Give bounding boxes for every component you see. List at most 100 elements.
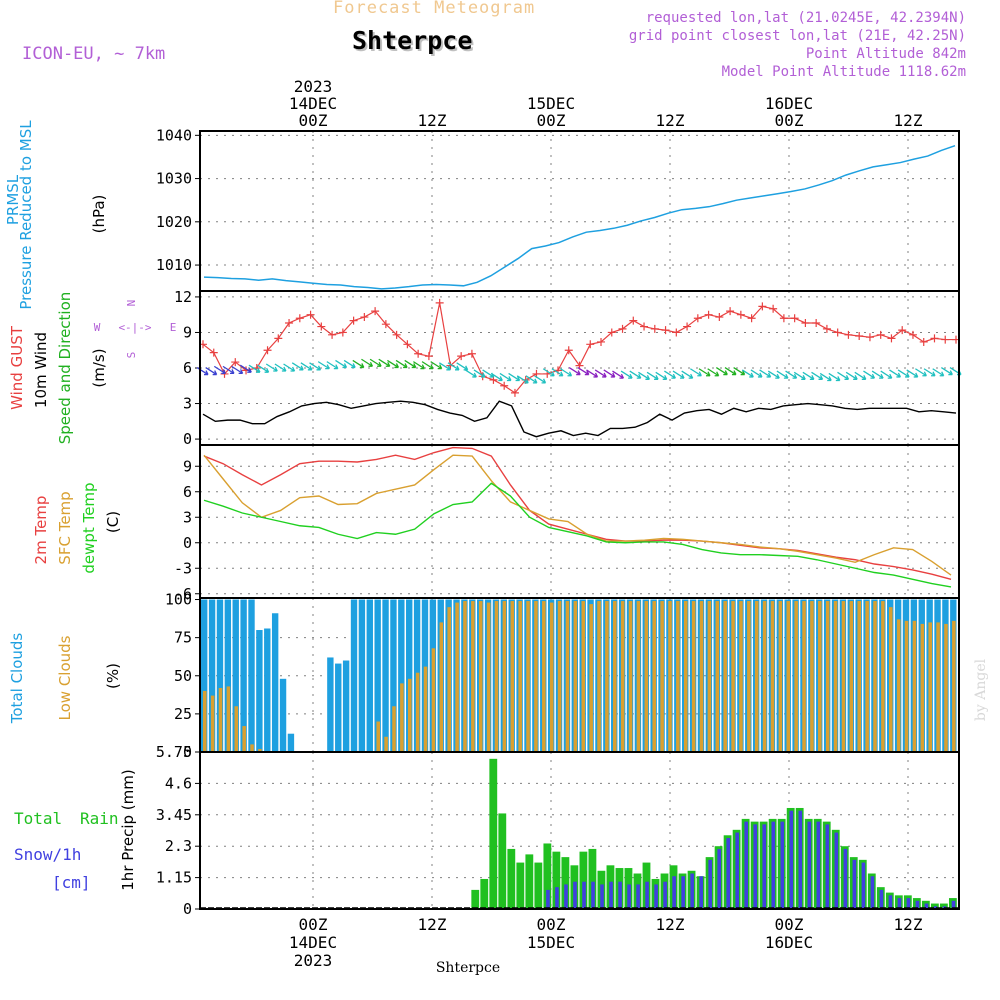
low-cloud-bar: [707, 601, 712, 752]
low-cloud-bar: [620, 601, 625, 752]
low-cloud-bar: [873, 601, 877, 752]
low-cloud-bar: [202, 691, 207, 752]
wind-direction-arrow: [664, 370, 676, 379]
low-cloud-bar: [526, 601, 530, 752]
gust-marker: [919, 337, 928, 346]
y-tick-label: 9: [183, 323, 192, 341]
snow-bar: [780, 821, 785, 909]
low-cloud-bar: [494, 601, 499, 752]
panel-frame-temp: [199, 444, 960, 599]
bottom-time-label: 12Z: [894, 915, 923, 934]
clouds-unit-label: (%): [104, 663, 122, 689]
pressure-axis-label: PRMSL: [4, 174, 22, 225]
gust-marker: [510, 388, 519, 397]
wind-direction-arrow: [577, 367, 590, 376]
y-tick-label: -6: [174, 585, 192, 603]
compass-west: W: [94, 321, 101, 334]
gust-marker: [381, 320, 390, 329]
temp-dewpoint-axis-label: dewpt Temp: [80, 482, 98, 573]
low-cloud-bar: [242, 726, 246, 752]
low-cloud-bar: [226, 686, 231, 752]
point-altitude: Point Altitude 842m: [805, 46, 966, 62]
gust-marker: [930, 334, 939, 343]
snow-bar: [888, 895, 893, 909]
gust-marker: [263, 346, 272, 355]
snow-bar: [744, 821, 749, 909]
y-tick-label: 3.45: [156, 806, 192, 824]
wind-direction-arrow: [785, 370, 798, 379]
top-time-label: 12Z: [656, 111, 685, 130]
low-cloud-bar: [668, 601, 672, 752]
gust-marker: [618, 324, 627, 333]
y-tick-label: 3: [183, 508, 192, 526]
temp-2m-line: [203, 446, 952, 580]
low-cloud-bar: [581, 601, 586, 752]
snow-bar: [924, 903, 929, 909]
gust-marker: [736, 310, 745, 319]
snow-bar: [798, 810, 803, 909]
low-cloud-bar: [447, 607, 451, 752]
low-cloud-bar: [731, 601, 735, 752]
low-cloud-bar: [407, 678, 412, 752]
low-cloud-bar: [944, 623, 948, 752]
gust-marker: [424, 352, 433, 361]
wind-direction-arrow: [837, 371, 850, 380]
wind-direction-arrow: [335, 359, 348, 369]
snow-bar: [690, 873, 694, 909]
gust-marker: [209, 348, 218, 357]
low-cloud-bar: [691, 601, 696, 752]
y-tick-label: 1040: [156, 126, 192, 144]
wind-direction-arrow: [715, 367, 728, 376]
low-cloud-bar: [234, 706, 239, 752]
wind-direction-arrow: [889, 369, 901, 378]
low-cloud-bar: [589, 604, 593, 752]
credit-watermark: by Angel: [973, 658, 989, 721]
pressure-unit-label: (hPa): [90, 195, 108, 234]
temp-unit-label: (C): [104, 511, 122, 533]
gust-marker: [833, 328, 842, 337]
wind-direction-arrow: [447, 362, 460, 371]
wind-direction-arrow: [638, 371, 650, 380]
low-cloud-bar: [210, 695, 215, 752]
wind-direction-arrow: [612, 370, 625, 379]
bottom-time-label: 00Z: [775, 915, 804, 934]
wind-direction-arrow: [646, 371, 659, 380]
bottom-time-label: 12Z: [418, 915, 447, 934]
top-time-label: 00Z: [775, 111, 804, 130]
low-cloud-bar: [952, 620, 956, 752]
snow-bar: [654, 884, 658, 909]
snow-bar: [609, 881, 613, 909]
snow-bar: [762, 824, 767, 909]
snow-bar: [843, 848, 848, 909]
total-cloud-bar: [382, 599, 389, 752]
y-tick-label: 1010: [156, 256, 192, 274]
y-tick-label: 1.15: [156, 869, 192, 887]
low-cloud-bar: [683, 601, 688, 752]
gust-marker: [371, 307, 380, 316]
wind-direction-arrow: [205, 367, 218, 376]
low-cloud-bar: [518, 601, 522, 752]
pressure-line: [203, 144, 956, 290]
bottom-date-label: 14DEC: [289, 933, 337, 952]
total-cloud-bar: [366, 599, 373, 752]
low-cloud-bar: [628, 601, 633, 752]
low-cloud-bar: [471, 601, 475, 752]
model-label: ICON-EU, ~ 7km: [22, 44, 166, 64]
low-cloud-bar: [597, 601, 601, 752]
y-tick-label: 6: [183, 359, 192, 377]
low-cloud-bar: [747, 601, 751, 752]
gust-axis-label: Wind GUST: [8, 325, 26, 410]
wind-direction-arrow: [404, 359, 417, 369]
wind-direction-arrow: [568, 367, 581, 376]
wind-direction-arrow: [283, 363, 296, 372]
wind-direction-arrow: [352, 359, 365, 369]
low-cloud-bar: [778, 601, 783, 752]
total-cloud-bar: [279, 678, 287, 752]
snow-bar: [618, 881, 622, 909]
rain-bar: [579, 851, 588, 909]
bottom-time-label: 00Z: [537, 915, 566, 934]
wind-direction-arrow: [741, 369, 754, 378]
low-cloud-bar: [676, 601, 680, 752]
total-cloud-bar: [248, 599, 255, 752]
wind-direction-arrow: [534, 375, 547, 384]
